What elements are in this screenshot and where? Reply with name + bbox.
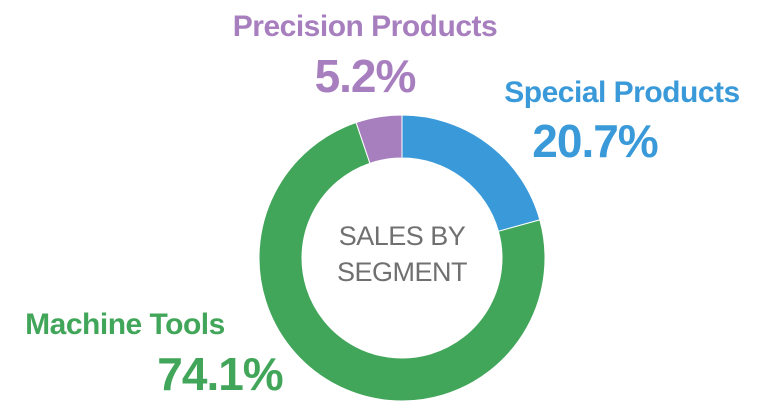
segment-value: 20.7%: [532, 115, 658, 167]
donut-segment: [401, 114, 541, 232]
segment-name: Special Products: [504, 76, 739, 109]
segment-value: 5.2%: [315, 50, 416, 102]
segment-name: Machine Tools: [25, 308, 225, 341]
segment-name: Precision Products: [233, 10, 497, 43]
donut-segment: [355, 114, 403, 164]
donut-segment: [258, 121, 546, 401]
segment-value: 74.1%: [157, 348, 283, 400]
chart-title: SALES BY SEGMENT: [336, 221, 468, 287]
